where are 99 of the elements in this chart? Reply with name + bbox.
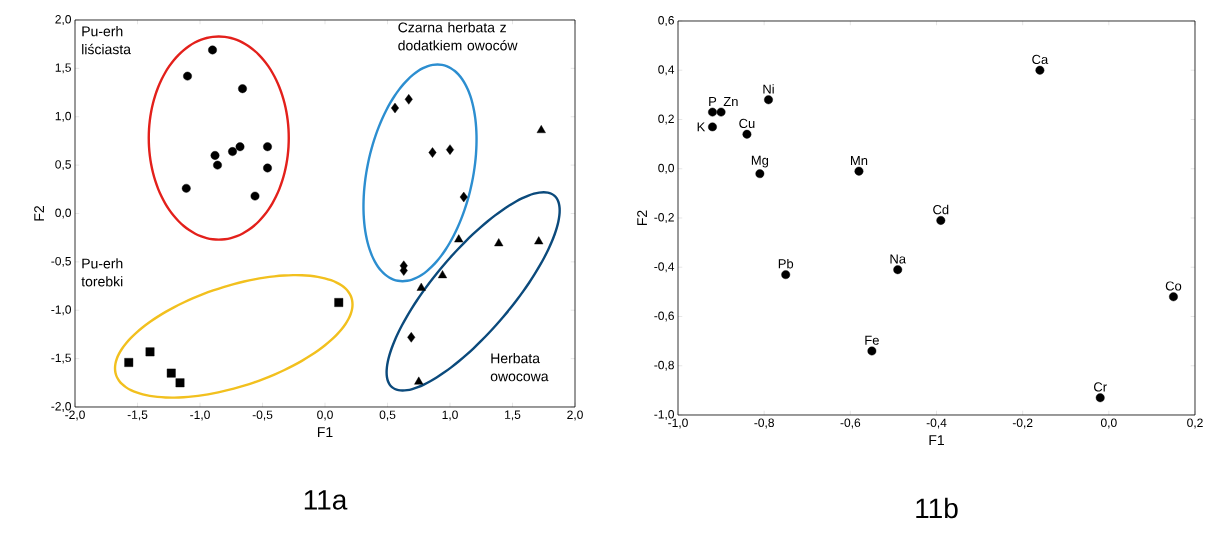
point — [534, 236, 544, 245]
x-tick-label: 0,5 — [379, 410, 396, 421]
point — [716, 107, 726, 117]
y-tick-label: 1,5 — [55, 63, 71, 74]
x-tick-label: 0,2 — [1187, 418, 1203, 429]
point — [742, 129, 752, 139]
point — [166, 368, 176, 378]
x-tick-label: 1,0 — [442, 410, 458, 421]
point — [208, 45, 217, 55]
annotation: Cr — [1094, 382, 1107, 392]
point — [145, 347, 155, 357]
x-axis-title: F1 — [929, 435, 944, 445]
y-tick-label: -0,5 — [51, 256, 71, 267]
x-tick-label: -0,6 — [840, 418, 861, 429]
point — [124, 358, 134, 367]
annotation: Czarna herbata z dodatkiem owoców — [398, 22, 518, 51]
point — [494, 238, 504, 247]
x-tick-label: -1,0 — [190, 410, 210, 421]
point — [181, 183, 191, 193]
x-tick-label: 2,0 — [567, 410, 583, 421]
point — [1169, 292, 1178, 302]
point — [755, 169, 765, 179]
annotation: Pu-erh torebki — [81, 258, 123, 287]
x-tick-label: -0,8 — [754, 418, 774, 429]
x-tick-label: -0,4 — [926, 418, 947, 429]
y-tick-label: -1,5 — [51, 353, 71, 364]
y-tick-label: -0,2 — [654, 213, 674, 223]
annotation: Zn — [723, 96, 738, 106]
y-tick-label: 0,0 — [55, 208, 72, 219]
point — [416, 282, 426, 291]
text: 11b — [916, 497, 958, 519]
y-tick-label: 2,0 — [55, 15, 72, 25]
x-tick-label: 1,5 — [505, 410, 521, 421]
point — [238, 84, 247, 94]
point — [414, 376, 424, 385]
point — [893, 265, 903, 275]
point — [854, 166, 864, 176]
y-tick-label: -2,0 — [51, 402, 72, 412]
y-axis-title: F2 — [34, 206, 44, 221]
point — [250, 191, 260, 201]
point — [428, 147, 437, 158]
y-tick-label: 1,0 — [55, 111, 72, 122]
annotation: Cd — [933, 204, 949, 215]
point — [407, 332, 416, 343]
annotation: Herbata owocowa — [490, 353, 549, 382]
annotation: Pu-erh liściasta — [82, 26, 132, 55]
y-tick-label: 0,0 — [658, 163, 675, 174]
point — [936, 216, 946, 225]
annotation: Mn — [850, 156, 868, 165]
text: 11a — [304, 490, 348, 510]
point — [175, 378, 185, 388]
point — [334, 298, 344, 307]
annotation: Pb — [778, 258, 794, 269]
x-axis-title: F1 — [317, 427, 333, 437]
annotation: P — [709, 96, 717, 106]
point — [536, 125, 546, 133]
point — [235, 142, 245, 152]
x-tick-label: 0,0 — [317, 410, 333, 421]
point — [263, 142, 272, 152]
y-tick-label: 0,6 — [658, 16, 674, 26]
annotation: Fe — [865, 335, 879, 345]
point — [708, 107, 717, 117]
point — [708, 122, 717, 132]
x-tick-label: -0,5 — [252, 410, 273, 421]
point — [213, 160, 222, 170]
annotation: K — [697, 122, 706, 132]
point — [183, 71, 192, 81]
point — [437, 270, 448, 279]
point — [404, 94, 413, 105]
point — [1095, 393, 1105, 403]
y-tick-label: 0,4 — [658, 65, 675, 76]
point — [446, 144, 454, 155]
point — [459, 191, 468, 203]
point — [228, 147, 237, 156]
annotation: Na — [890, 254, 907, 264]
annotation: Ca — [1032, 54, 1049, 65]
annotation: Co — [1165, 281, 1182, 291]
annotation: Mg — [751, 155, 769, 168]
y-tick-label: -0,4 — [654, 262, 675, 273]
point — [210, 151, 220, 160]
x-tick-label: -1,0 — [668, 418, 688, 429]
x-tick-label: 0,0 — [1100, 418, 1117, 429]
y-tick-label: -1,0 — [51, 305, 72, 316]
x-tick-label: -1,5 — [127, 410, 148, 421]
y-tick-label: -0,8 — [654, 360, 674, 371]
point — [867, 346, 877, 356]
point — [454, 234, 464, 243]
y-axis-title: F2 — [637, 210, 647, 226]
x-tick-label: -0,2 — [1012, 418, 1033, 429]
point — [1035, 65, 1045, 75]
y-tick-label: 0,2 — [658, 114, 674, 125]
annotation: Ni — [763, 84, 774, 94]
point — [764, 95, 773, 105]
x-tick-label: -2,0 — [65, 410, 85, 421]
point — [781, 270, 791, 280]
y-tick-label: 0,5 — [55, 160, 71, 171]
annotation: Cu — [739, 118, 755, 129]
y-tick-label: -0,6 — [654, 311, 674, 322]
point — [263, 163, 272, 173]
